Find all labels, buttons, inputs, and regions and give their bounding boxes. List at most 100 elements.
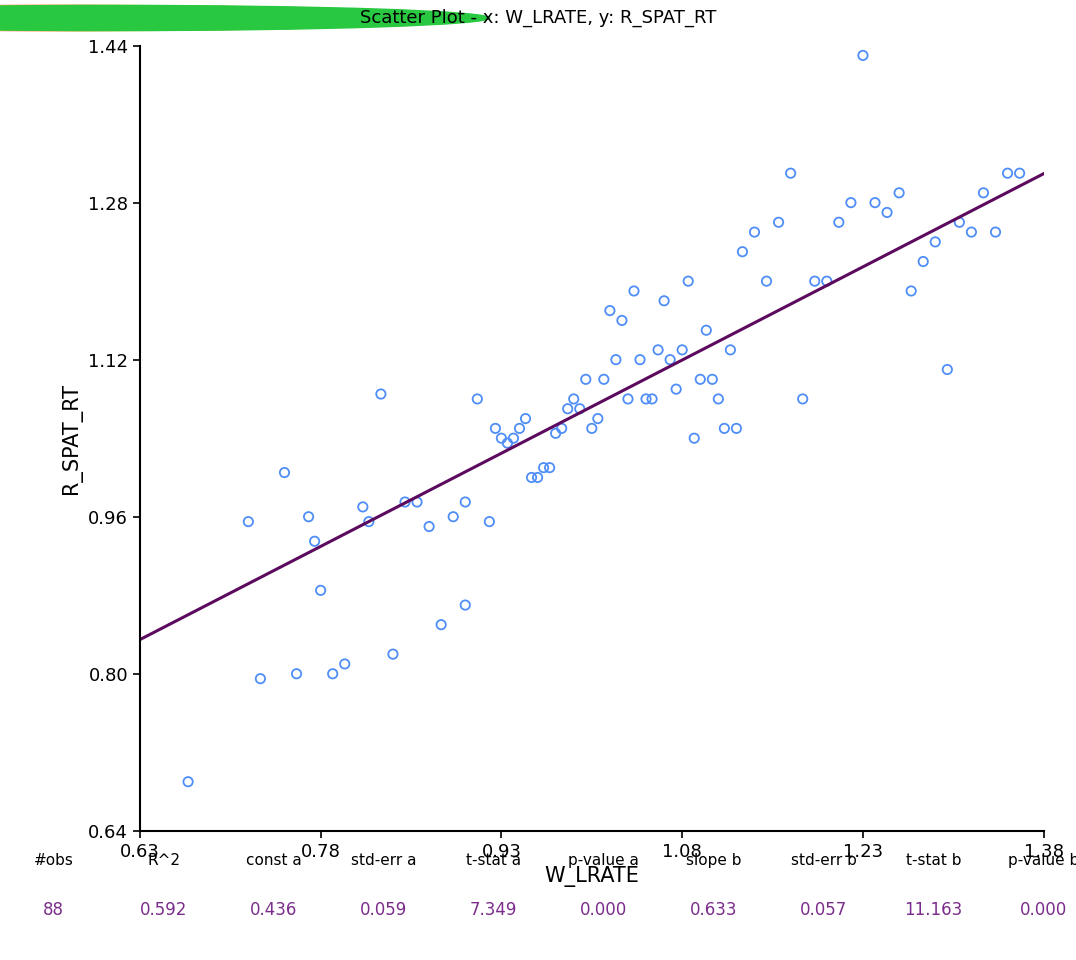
Point <box>674 342 691 357</box>
Point <box>516 411 534 426</box>
Point <box>722 342 739 357</box>
Text: 0.000: 0.000 <box>1020 901 1067 919</box>
Point <box>288 666 306 682</box>
Point <box>963 225 980 240</box>
Point <box>685 430 703 445</box>
Point <box>734 244 751 259</box>
Text: 7.349: 7.349 <box>470 901 518 919</box>
Point <box>493 430 510 445</box>
Point <box>915 253 932 269</box>
Point <box>360 514 378 529</box>
Point <box>481 514 498 529</box>
Text: t-stat a: t-stat a <box>466 852 522 868</box>
Point <box>770 215 788 230</box>
Point <box>903 283 920 299</box>
Point <box>312 583 329 598</box>
Point <box>818 274 835 289</box>
Point <box>553 420 570 436</box>
Point <box>655 293 672 308</box>
Point <box>843 195 860 210</box>
Point <box>938 362 955 377</box>
Point <box>456 597 473 612</box>
Point <box>372 386 390 401</box>
Point <box>469 392 486 407</box>
Point <box>571 401 589 417</box>
Point <box>697 323 714 338</box>
Point <box>782 165 799 180</box>
Point <box>643 392 661 407</box>
Point <box>746 225 763 240</box>
Text: std-err a: std-err a <box>351 852 416 868</box>
Point <box>511 420 528 436</box>
Point <box>523 469 540 485</box>
Point <box>300 509 317 524</box>
Point <box>662 352 679 368</box>
Point <box>529 469 547 485</box>
Point <box>704 372 721 387</box>
Point <box>505 430 522 445</box>
Point <box>854 48 872 63</box>
Text: const a: const a <box>246 852 301 868</box>
Point <box>384 646 401 661</box>
Circle shape <box>0 6 425 31</box>
Point <box>951 215 968 230</box>
Text: R^2: R^2 <box>147 852 181 868</box>
Point <box>336 657 353 672</box>
Text: t-stat b: t-stat b <box>906 852 962 868</box>
Text: 0.057: 0.057 <box>801 901 848 919</box>
Point <box>306 534 323 549</box>
Point <box>499 436 516 451</box>
Point <box>252 671 269 686</box>
Point <box>866 195 883 210</box>
Point <box>625 283 642 299</box>
Point <box>240 514 257 529</box>
Point <box>878 204 895 220</box>
Point <box>975 185 992 201</box>
Point <box>794 392 811 407</box>
Point <box>595 372 612 387</box>
Point <box>565 392 582 407</box>
Circle shape <box>0 6 457 31</box>
Point <box>409 494 426 510</box>
Point <box>806 274 823 289</box>
Text: #obs: #obs <box>33 852 74 868</box>
Text: std-err b: std-err b <box>791 852 856 868</box>
Text: slope b: slope b <box>686 852 741 868</box>
Point <box>727 420 745 436</box>
Text: 11.163: 11.163 <box>905 901 963 919</box>
Text: 0.436: 0.436 <box>250 901 297 919</box>
Point <box>535 460 552 475</box>
Point <box>486 420 504 436</box>
Point <box>275 465 293 480</box>
Point <box>926 234 944 250</box>
Point <box>433 617 450 633</box>
Y-axis label: R_SPAT_RT: R_SPAT_RT <box>61 383 83 493</box>
Point <box>710 392 727 407</box>
Point <box>637 392 654 407</box>
Point <box>444 509 462 524</box>
Point <box>1011 165 1029 180</box>
X-axis label: W_LRATE: W_LRATE <box>544 866 639 887</box>
Point <box>758 274 775 289</box>
Point <box>547 425 564 441</box>
Point <box>607 352 624 368</box>
Point <box>632 352 649 368</box>
Point <box>650 342 667 357</box>
Point <box>577 372 594 387</box>
Point <box>613 313 631 328</box>
Point <box>324 666 341 682</box>
Point <box>680 274 697 289</box>
Point <box>421 518 438 534</box>
Text: 0.592: 0.592 <box>140 901 187 919</box>
Point <box>716 420 733 436</box>
Point <box>180 774 197 789</box>
Point <box>620 392 637 407</box>
Text: p-value a: p-value a <box>568 852 639 868</box>
Point <box>999 165 1016 180</box>
Text: Scatter Plot - x: W_LRATE, y: R_SPAT_RT: Scatter Plot - x: W_LRATE, y: R_SPAT_RT <box>359 9 717 27</box>
Point <box>541 460 558 475</box>
Point <box>396 494 413 510</box>
Point <box>560 401 577 417</box>
Point <box>891 185 908 201</box>
Circle shape <box>0 6 490 31</box>
